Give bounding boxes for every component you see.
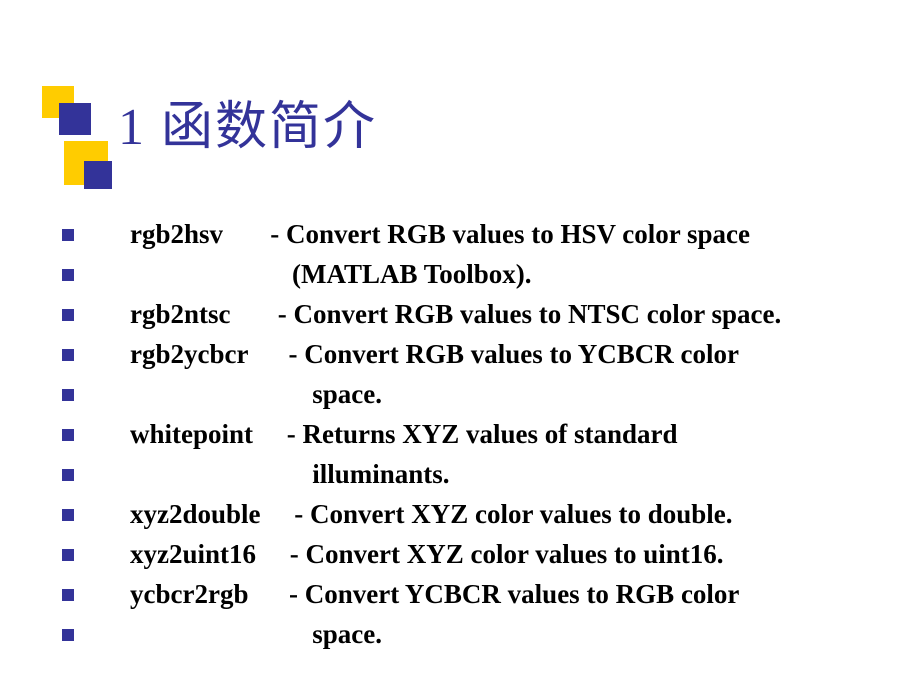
bullet-icon <box>62 389 74 401</box>
list-item: space. <box>62 616 890 652</box>
slide-title: 1 函数简介 <box>118 84 377 159</box>
title-decoration <box>42 86 112 196</box>
item-text: illuminants. <box>130 456 450 492</box>
item-text: space. <box>130 376 382 412</box>
item-text: space. <box>130 616 382 652</box>
bullet-icon <box>62 349 74 361</box>
list-item: whitepoint - Returns XYZ values of stand… <box>62 416 890 452</box>
list-item: xyz2uint16 - Convert XYZ color values to… <box>62 536 890 572</box>
item-text: whitepoint - Returns XYZ values of stand… <box>130 416 678 452</box>
list-item: ycbcr2rgb - Convert YCBCR values to RGB … <box>62 576 890 612</box>
decor-blue-2 <box>84 161 112 189</box>
bullet-icon <box>62 229 74 241</box>
list-item: space. <box>62 376 890 412</box>
item-text: rgb2ntsc - Convert RGB values to NTSC co… <box>130 296 781 332</box>
bullet-icon <box>62 309 74 321</box>
bullet-icon <box>62 549 74 561</box>
item-text: rgb2hsv - Convert RGB values to HSV colo… <box>130 216 750 252</box>
decor-blue-1 <box>59 103 91 135</box>
list-item: illuminants. <box>62 456 890 492</box>
bullet-icon <box>62 429 74 441</box>
list-item: xyz2double - Convert XYZ color values to… <box>62 496 890 532</box>
item-text: ycbcr2rgb - Convert YCBCR values to RGB … <box>130 576 739 612</box>
content-list: rgb2hsv - Convert RGB values to HSV colo… <box>62 216 890 656</box>
item-text: xyz2double - Convert XYZ color values to… <box>130 496 733 532</box>
bullet-icon <box>62 629 74 641</box>
list-item: (MATLAB Toolbox). <box>62 256 890 292</box>
list-item: rgb2ycbcr - Convert RGB values to YCBCR … <box>62 336 890 372</box>
list-item: rgb2hsv - Convert RGB values to HSV colo… <box>62 216 890 252</box>
item-text: rgb2ycbcr - Convert RGB values to YCBCR … <box>130 336 739 372</box>
bullet-icon <box>62 589 74 601</box>
bullet-icon <box>62 269 74 281</box>
bullet-icon <box>62 509 74 521</box>
item-text: xyz2uint16 - Convert XYZ color values to… <box>130 536 724 572</box>
item-text: (MATLAB Toolbox). <box>130 256 532 292</box>
bullet-icon <box>62 469 74 481</box>
list-item: rgb2ntsc - Convert RGB values to NTSC co… <box>62 296 890 332</box>
